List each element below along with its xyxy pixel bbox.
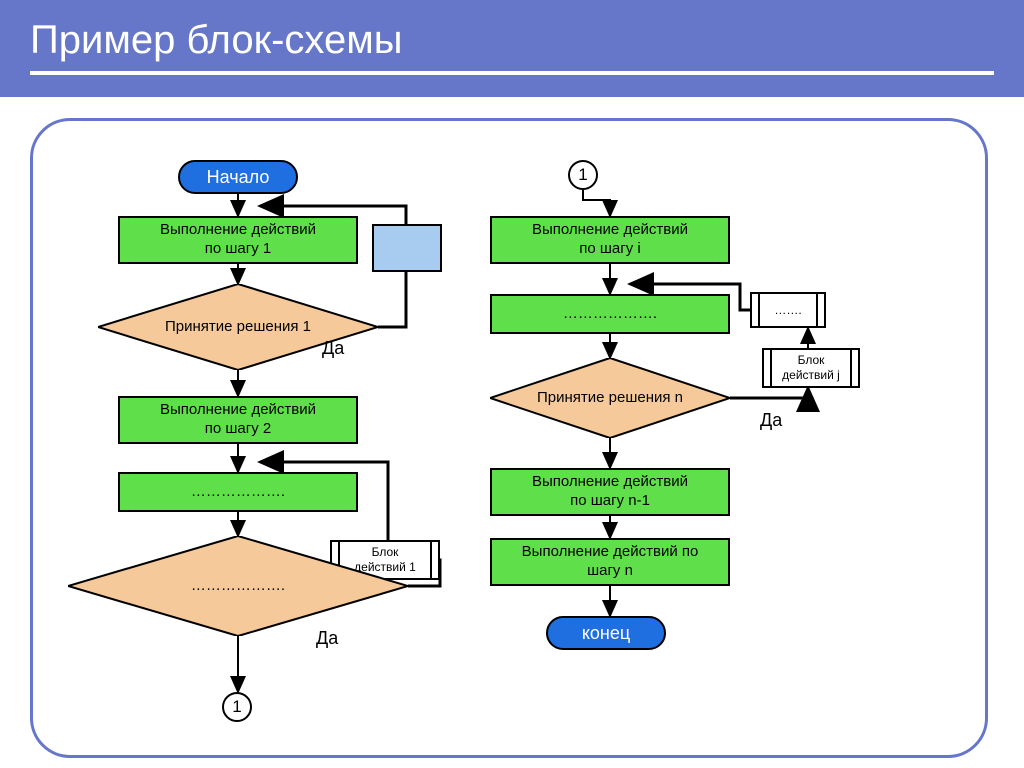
process-pn1: Выполнение действий по шагу n-1 [490, 468, 730, 516]
terminator-end: конец [546, 616, 666, 650]
header-underline [30, 71, 994, 75]
slide-title: Пример блок-схемы [30, 18, 402, 62]
process-p1: Выполнение действий по шагу 1 [118, 216, 358, 264]
node-label: Выполнение действий по шагу n-1 [532, 473, 688, 511]
node-label: 1 [578, 164, 587, 185]
node-label: конец [582, 622, 630, 645]
node-label: ……. [774, 303, 801, 318]
blue-rect [372, 224, 442, 272]
process-pn: Выполнение действий по шагу n [490, 538, 730, 586]
process-pi: Выполнение действий по шагу i [490, 216, 730, 264]
connector-conn1_bot: 1 [222, 692, 252, 722]
node-label: Выполнение действий по шагу n [522, 543, 699, 581]
node-label: Начало [207, 166, 270, 189]
flowchart-canvas: Начало 1 Выполнение действий по шагу 1 Выпо… [0, 100, 1024, 768]
process-pdots: ………………. [118, 472, 358, 512]
node-label: Выполнение действий по шагу i [532, 221, 688, 259]
node-label: ………………. [191, 483, 285, 502]
diamond-label: ………………. [68, 536, 408, 636]
subprocess-subj: Блок действий j [762, 348, 860, 388]
subprocess-sub_r: ……. [750, 292, 826, 328]
process-pd: ………………. [490, 294, 730, 334]
connector-conn1_top: 1 [568, 160, 598, 190]
node-label: ………………. [563, 305, 657, 324]
node-label: 1 [232, 696, 241, 717]
diamond-ddots: ………………. [68, 536, 408, 636]
edge-label-da3: Да [316, 628, 338, 649]
edge-label-da1: Да [322, 338, 344, 359]
node-label: Выполнение действий по шагу 2 [160, 401, 316, 439]
diamond-label: Принятие решения n [490, 358, 730, 438]
edge-label-da2: Да [760, 410, 782, 431]
terminator-start: Начало [178, 160, 298, 194]
diamond-dn: Принятие решения n [490, 358, 730, 438]
slide-header: Пример блок-схемы [0, 0, 1024, 97]
process-p2: Выполнение действий по шагу 2 [118, 396, 358, 444]
node-label: Блок действий j [782, 353, 840, 383]
node-label: Выполнение действий по шагу 1 [160, 221, 316, 259]
